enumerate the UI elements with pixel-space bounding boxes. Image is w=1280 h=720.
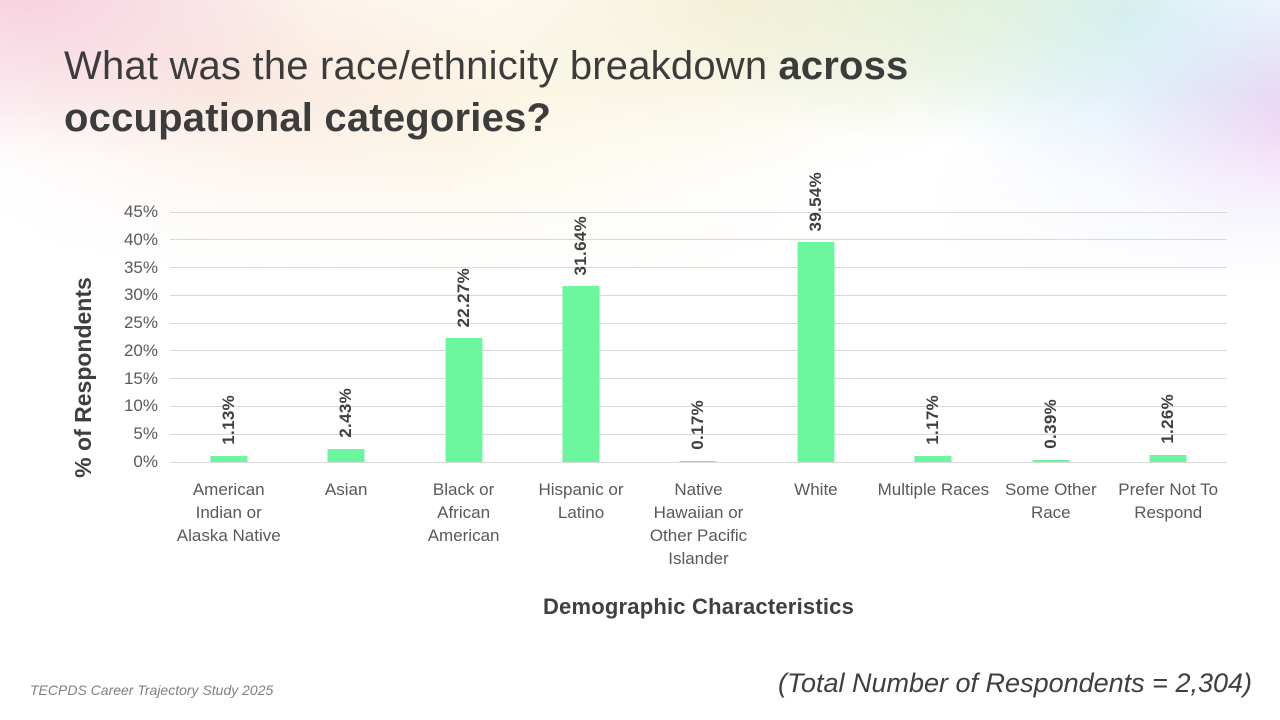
bar-slot: 0.39% bbox=[992, 212, 1109, 462]
bar bbox=[679, 461, 717, 462]
bar-value-label-text: 22.27% bbox=[453, 267, 473, 328]
x-axis-category-label: Prefer Not To Respond bbox=[1118, 480, 1219, 522]
x-axis-category-label: Black or African American bbox=[427, 480, 500, 545]
x-axis-category-label: Some Other Race bbox=[1004, 480, 1097, 522]
bar-value-label-text: 39.54% bbox=[805, 171, 825, 232]
bar-slot: 39.54% bbox=[757, 172, 874, 462]
y-axis-ticks: 0% 5% 10% 15% 20% 25% 30% 35% 40% 45% bbox=[90, 202, 158, 471]
bar-value-label: 31.64% bbox=[571, 216, 591, 280]
y-axis-tick-label: 5% bbox=[133, 424, 158, 444]
gridline bbox=[170, 267, 1227, 269]
bar-value-label: 0.39% bbox=[1041, 399, 1061, 454]
x-axis-category-label: American Indian or Alaska Native bbox=[176, 480, 281, 545]
bar bbox=[914, 455, 952, 462]
x-axis-title: Demographic Characteristics bbox=[542, 594, 855, 619]
gridline bbox=[170, 378, 1227, 380]
bar-value-label: 2.43% bbox=[336, 388, 356, 443]
bar-value-label-text: 0.39% bbox=[1040, 399, 1060, 449]
x-axis-category-label: Multiple Races bbox=[877, 480, 990, 499]
footer-note-left: TECPDS Career Trajectory Study 2025 bbox=[30, 682, 274, 698]
x-axis-category-labels: American Indian or Alaska Native Asian Bla… bbox=[170, 478, 1227, 570]
y-axis-tick-label: 20% bbox=[123, 340, 158, 360]
footer-note-right: (Total Number of Respondents = 2,304) bbox=[777, 668, 1252, 698]
bar-value-label: 1.17% bbox=[923, 395, 943, 450]
bar-value-label-text: 2.43% bbox=[336, 387, 356, 438]
bar-slot: 2.43% bbox=[287, 212, 404, 462]
bar bbox=[1149, 455, 1187, 462]
bar-slot: 1.26% bbox=[1110, 212, 1227, 462]
bar-value-label-text: 1.26% bbox=[1158, 394, 1178, 444]
title-line-2: occupational categories? bbox=[64, 96, 552, 140]
y-axis-tick-label: 30% bbox=[123, 285, 158, 305]
y-axis-tick-label: 40% bbox=[123, 229, 158, 249]
bar-value-label: 0.17% bbox=[688, 400, 708, 455]
gridline bbox=[170, 211, 1227, 213]
gridline bbox=[170, 322, 1227, 324]
gridline bbox=[170, 461, 1227, 463]
bar bbox=[327, 448, 365, 462]
bar-value-label: 22.27% bbox=[454, 268, 474, 332]
bar-value-label: 39.54% bbox=[806, 172, 826, 236]
gridline bbox=[170, 350, 1227, 352]
bar-value-label-text: 1.13% bbox=[218, 395, 238, 445]
bar bbox=[210, 455, 248, 462]
y-axis-tick-label: 35% bbox=[123, 257, 158, 277]
y-axis-tick-label: 10% bbox=[123, 396, 158, 416]
bar-slot: 1.17% bbox=[875, 212, 992, 462]
bar-slot: 31.64% bbox=[522, 212, 639, 462]
y-axis-tick-label: 0% bbox=[133, 452, 158, 471]
gridline bbox=[170, 239, 1227, 241]
title-line-1: What was the race/ethnicity breakdown acr… bbox=[64, 40, 1224, 92]
x-axis-category-label: Hispanic or Latino bbox=[538, 480, 624, 522]
x-axis-category-label: White bbox=[794, 480, 838, 499]
bar bbox=[445, 338, 483, 462]
bar-value-label: 1.26% bbox=[1158, 394, 1178, 449]
bar-value-label: 1.13% bbox=[219, 395, 239, 450]
bar-slot: 1.13% bbox=[170, 212, 287, 462]
gridline bbox=[170, 433, 1227, 435]
gridline bbox=[170, 294, 1227, 296]
bar-value-label-text: 31.64% bbox=[571, 215, 591, 276]
y-axis-tick-label: 15% bbox=[123, 368, 158, 388]
bar-value-label-text: 1.17% bbox=[923, 394, 943, 445]
bar-slot: 0.17% bbox=[640, 212, 757, 462]
bar-value-label-text: 0.17% bbox=[688, 400, 708, 450]
pastel-background-gradient bbox=[0, 0, 1280, 300]
bar bbox=[1032, 459, 1070, 462]
x-axis-category-label: Native Hawaiian or Other Pacific Islande… bbox=[649, 480, 748, 568]
title-regular-text: What was the race/ethnicity breakdown bbox=[64, 44, 768, 88]
y-axis-tick-label: 25% bbox=[123, 313, 158, 333]
title-bold-inline-text: across bbox=[778, 44, 909, 88]
bar-slot: 22.27% bbox=[405, 212, 522, 462]
y-axis-tick-label: 45% bbox=[123, 202, 158, 221]
x-axis-category-label: Asian bbox=[324, 480, 368, 499]
plot-area: 1.13% 2.43% 22.27% 31.64% 0.17% 39.54% 1.17% 0.… bbox=[170, 172, 1227, 463]
gridline bbox=[170, 405, 1227, 407]
bar bbox=[797, 242, 835, 462]
page-title: What was the race/ethnicity breakdown acr… bbox=[64, 40, 1224, 144]
bar bbox=[562, 286, 600, 462]
